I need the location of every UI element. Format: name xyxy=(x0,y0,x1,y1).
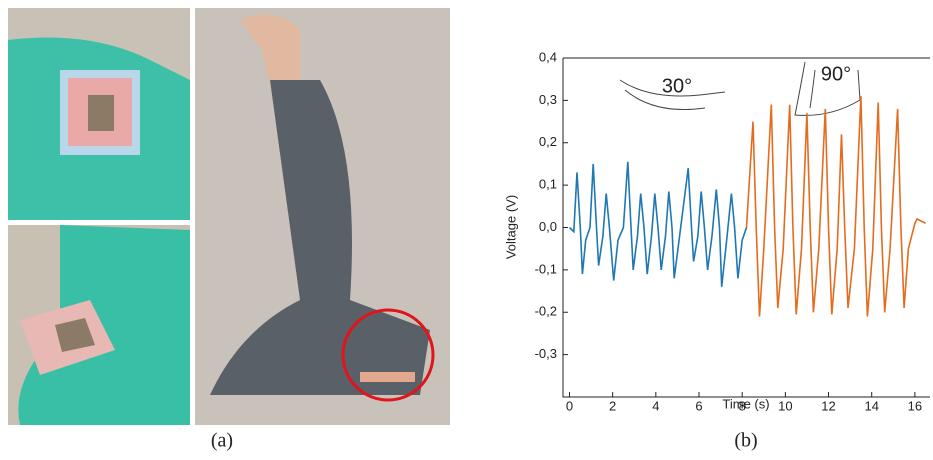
x-tick-label: 4 xyxy=(652,398,659,413)
y-tick-label: -0,1 xyxy=(535,261,557,276)
sleeve xyxy=(210,80,430,395)
x-tick-label: 8 xyxy=(739,398,746,413)
y-tick-label: -0,3 xyxy=(535,346,557,361)
axis-frame xyxy=(562,57,930,398)
annotation: 90° xyxy=(821,63,851,85)
electrode xyxy=(88,95,114,131)
caption: (a) xyxy=(211,430,233,452)
x-tick-label: 14 xyxy=(864,398,878,413)
electrode xyxy=(55,318,95,352)
sketch-arm-30 xyxy=(619,79,726,111)
x-tick-label: 0 xyxy=(566,398,573,413)
y-axis-label: Voltage (V) xyxy=(503,195,518,259)
hand xyxy=(240,14,300,85)
y-tick-label: 0,4 xyxy=(539,49,557,64)
x-tick-label: 6 xyxy=(695,398,702,413)
y-tick-label: -0,2 xyxy=(535,304,557,319)
x-tick-label: 10 xyxy=(778,398,792,413)
data-line xyxy=(745,96,927,317)
highlight-circle xyxy=(341,308,435,402)
y-tick-label: 0,2 xyxy=(539,134,557,149)
sketch-arm-90 xyxy=(794,61,861,116)
x-tick-label: 12 xyxy=(821,398,835,413)
x-tick-label: 2 xyxy=(609,398,616,413)
caption: (b) xyxy=(734,430,757,452)
x-tick-label: 16 xyxy=(908,398,922,413)
annotation: 30° xyxy=(662,75,692,97)
y-tick-label: 0,0 xyxy=(539,219,557,234)
photos xyxy=(8,8,450,425)
sensor-on-arm xyxy=(360,372,415,382)
y-tick-label: 0,3 xyxy=(539,92,557,107)
data-line xyxy=(568,161,748,287)
x-axis-label: Time (s) xyxy=(722,396,769,411)
glove xyxy=(18,225,191,425)
y-tick-label: 0,1 xyxy=(539,177,557,192)
